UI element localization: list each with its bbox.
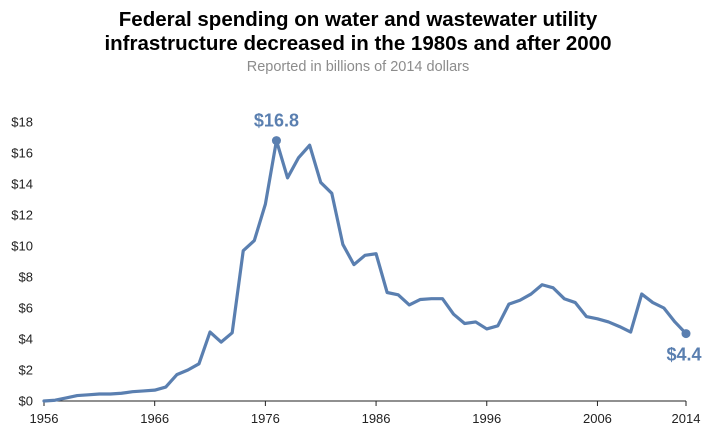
- x-tick-label: 1986: [362, 411, 391, 426]
- x-tick-label: 1976: [251, 411, 280, 426]
- chart-title: Federal spending on water and wastewater…: [0, 8, 716, 56]
- annotation-marker: [271, 136, 281, 146]
- x-tick-label: 1966: [140, 411, 169, 426]
- x-tick-label: 1956: [30, 411, 59, 426]
- y-tick-label: $12: [11, 208, 33, 223]
- x-tick-label: 2006: [583, 411, 612, 426]
- x-axis-ticks: 1956 1966 1976 1986 1996 2006 2014: [30, 401, 701, 426]
- y-tick-label: $8: [19, 270, 33, 285]
- chart-title-line-2: infrastructure decreased in the 1980s an…: [104, 32, 612, 55]
- y-tick-label: $0: [19, 394, 33, 409]
- y-axis-ticks: $0 $2 $4 $6 $8 $10 $12 $14 $16 $18: [11, 115, 33, 409]
- y-tick-label: $18: [11, 115, 33, 130]
- annotation-label: $4.4: [666, 345, 701, 365]
- annotation-marker: [681, 329, 691, 339]
- y-tick-label: $10: [11, 239, 33, 254]
- chart-title-line-1: Federal spending on water and wastewater…: [118, 8, 598, 31]
- y-tick-label: $4: [19, 332, 33, 347]
- y-tick-label: $6: [19, 301, 33, 316]
- chart-subtitle: Reported in billions of 2014 dollars: [246, 59, 470, 75]
- series-line: [42, 139, 688, 403]
- y-tick-label: $2: [19, 363, 33, 378]
- y-tick-label: $14: [11, 177, 33, 192]
- y-tick-label: $16: [11, 146, 33, 161]
- x-tick-label: 1996: [472, 411, 501, 426]
- annotation-label: $16.8: [254, 111, 299, 131]
- x-tick-label: 2014: [672, 411, 701, 426]
- data-annotations: $16.8 $4.4: [254, 111, 702, 365]
